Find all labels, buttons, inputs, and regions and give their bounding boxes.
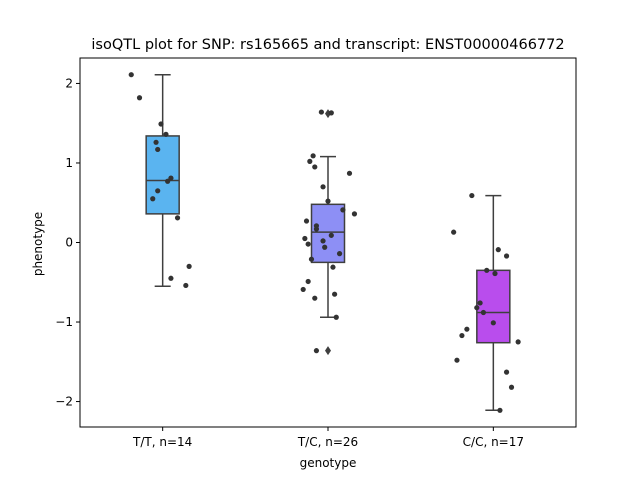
data-point — [495, 247, 501, 253]
data-point — [490, 320, 496, 326]
data-point — [484, 267, 490, 273]
box-group — [310, 109, 346, 356]
data-point — [168, 275, 174, 281]
data-point — [183, 282, 189, 289]
outlier-marker — [325, 346, 331, 356]
data-point — [165, 178, 171, 184]
x-tick-label: C/C, n=17 — [463, 435, 524, 449]
data-point — [322, 244, 328, 250]
data-point — [515, 339, 521, 345]
data-point — [346, 170, 353, 176]
data-point — [474, 305, 480, 311]
data-point — [155, 146, 161, 153]
boxes-layer — [145, 73, 511, 412]
y-tick-label: 0 — [65, 236, 73, 250]
data-point — [150, 196, 156, 202]
data-point — [174, 215, 181, 221]
data-point — [320, 238, 326, 244]
data-point — [336, 251, 343, 257]
x-axis-label: genotype — [300, 456, 357, 470]
data-point — [168, 175, 174, 181]
data-point — [480, 309, 487, 316]
data-point — [128, 72, 134, 78]
data-point — [492, 270, 498, 277]
y-tick-label: 2 — [65, 76, 73, 90]
data-point — [186, 263, 192, 269]
data-point — [332, 291, 338, 297]
data-point — [508, 384, 515, 390]
data-point — [333, 314, 339, 320]
y-axis-label: phenotype — [31, 212, 45, 276]
data-point — [503, 253, 510, 259]
data-point — [310, 153, 316, 159]
data-point — [155, 188, 161, 194]
data-point — [459, 332, 465, 339]
data-point — [503, 369, 510, 375]
data-point — [340, 207, 346, 213]
data-point — [454, 357, 460, 363]
x-tick-label: T/T, n=14 — [132, 435, 192, 449]
data-point — [312, 164, 318, 170]
data-point — [302, 235, 308, 242]
chart-title: isoQTL plot for SNP: rs165665 and transc… — [91, 37, 564, 53]
data-point — [497, 407, 503, 413]
axes-layer: T/T, n=14 T/C, n=26 C/C, n=17 −2 −1 0 1 2 — [55, 76, 524, 449]
data-point — [325, 198, 331, 204]
iqr-box — [145, 135, 180, 215]
data-point — [328, 232, 334, 238]
data-point — [158, 121, 164, 127]
data-point — [312, 295, 318, 301]
data-point — [300, 286, 306, 293]
data-point — [328, 110, 334, 116]
iqr-box — [476, 269, 511, 344]
data-point — [305, 278, 311, 285]
data-point — [330, 264, 336, 270]
data-point — [464, 326, 470, 332]
box-group — [145, 73, 180, 287]
y-tick-label: −2 — [55, 395, 73, 409]
box-group — [476, 194, 511, 412]
y-tick-label: 1 — [65, 156, 73, 170]
data-point — [305, 241, 311, 247]
data-point — [308, 256, 315, 262]
data-point — [136, 95, 143, 101]
data-point — [313, 226, 320, 232]
data-point — [469, 192, 475, 199]
data-point — [163, 131, 169, 137]
data-point — [451, 229, 457, 235]
points-layer — [128, 72, 521, 413]
data-point — [351, 211, 358, 217]
data-point — [313, 348, 320, 354]
x-tick-label: T/C, n=26 — [297, 435, 358, 449]
data-point — [318, 109, 324, 115]
plot-frame — [79, 57, 577, 428]
data-point — [153, 139, 159, 145]
data-point — [303, 218, 310, 224]
data-point — [320, 184, 326, 190]
data-point — [307, 158, 313, 164]
y-tick-label: −1 — [55, 315, 73, 329]
data-point — [477, 300, 483, 306]
